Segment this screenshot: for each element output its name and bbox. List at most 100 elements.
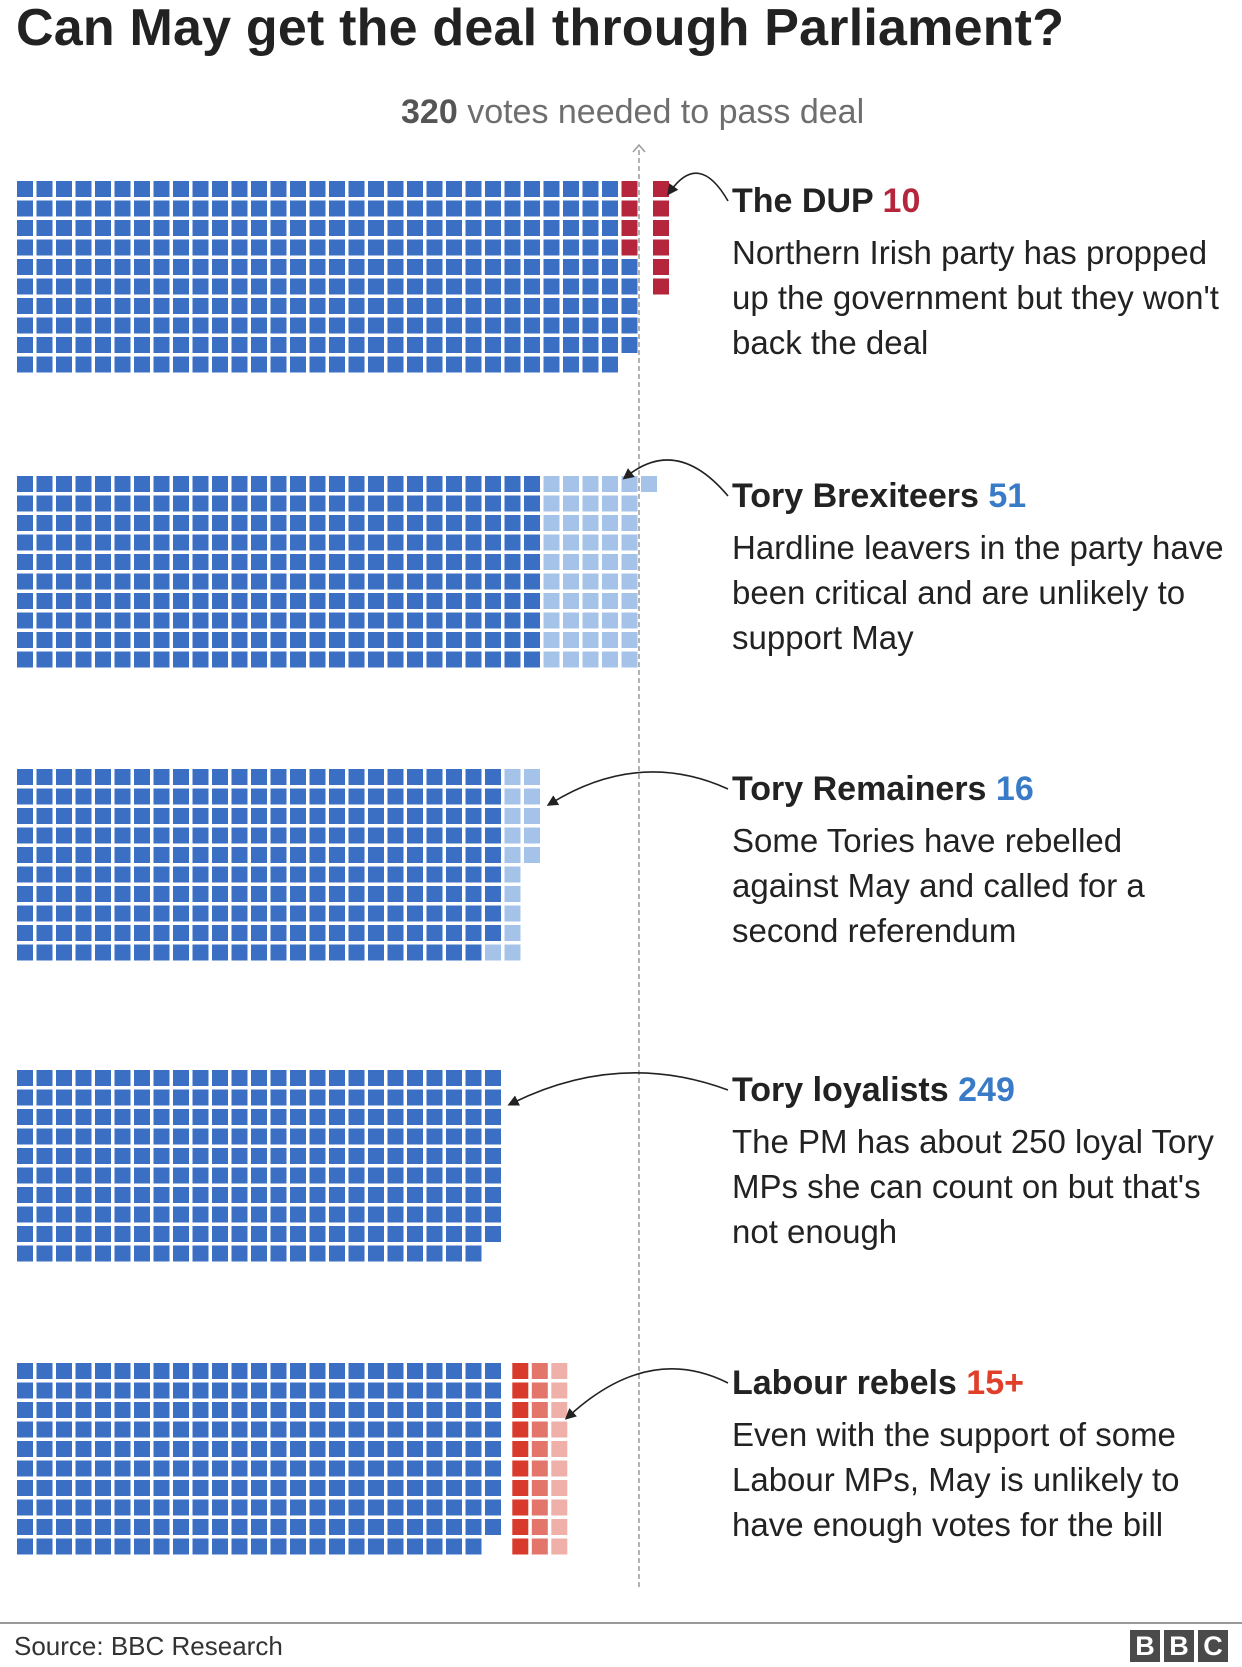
tory-seat-square [485, 476, 501, 492]
tory-seat-square [36, 632, 53, 648]
rebel-seat-square [602, 632, 618, 648]
tory-seat-square [153, 337, 170, 353]
tory-seat-square [309, 1148, 326, 1164]
tory-seat-square [368, 905, 384, 922]
tory-seat-square [36, 1382, 53, 1399]
labour-seat-square [531, 1363, 548, 1379]
tory-seat-square [173, 1402, 189, 1418]
tory-seat-square [251, 788, 267, 805]
tory-seat-square [270, 788, 287, 805]
tory-seat-square [446, 554, 462, 570]
tory-seat-square [368, 593, 384, 609]
tory-seat-square [192, 534, 209, 551]
tory-seat-square [524, 495, 540, 512]
tory-seat-square [75, 1421, 92, 1438]
tory-seat-square [485, 278, 501, 295]
tory-seat-square [192, 1187, 209, 1203]
tory-seat-square [95, 769, 111, 785]
tory-seat-square [173, 612, 189, 629]
labour-seat-square [551, 1499, 568, 1516]
tory-seat-square [17, 769, 33, 785]
tory-seat-square [446, 769, 462, 785]
labour-seat-square [531, 1480, 548, 1496]
tory-seat-square [36, 1245, 53, 1262]
tory-seat-square [407, 632, 423, 648]
rebel-seat-square [582, 515, 599, 531]
dup-seat-square [653, 278, 669, 295]
tory-seat-square [251, 827, 267, 844]
tory-seat-square [504, 554, 521, 570]
tory-seat-square [329, 476, 345, 492]
tory-seat-square [426, 317, 443, 334]
tory-seat-square [134, 1089, 150, 1106]
tory-seat-square [387, 1187, 404, 1203]
rebel-seat-square [563, 515, 579, 531]
tory-seat-square [368, 866, 384, 883]
tory-seat-square [212, 1421, 228, 1438]
tory-seat-square [95, 612, 111, 629]
tory-seat-square [485, 573, 501, 590]
tory-seat-square [95, 200, 111, 217]
tory-seat-square [212, 554, 228, 570]
tory-seat-square [192, 495, 209, 512]
tory-seat-square [75, 298, 92, 314]
tory-seat-square [348, 1519, 365, 1535]
labour-seat-square [551, 1441, 568, 1457]
tory-seat-square [368, 1363, 384, 1379]
tory-seat-square [387, 1128, 404, 1145]
tory-seat-square [602, 259, 618, 275]
tory-seat-square [212, 1460, 228, 1477]
tory-seat-square [387, 808, 404, 824]
tory-seat-square [387, 1538, 404, 1555]
labour-seat-square [551, 1382, 568, 1399]
chart-title: Can May get the deal through Parliament? [16, 0, 1065, 57]
tory-seat-square [192, 847, 209, 863]
tory-seat-square [446, 788, 462, 805]
tory-seat-square [153, 827, 170, 844]
tory-seat-square [387, 554, 404, 570]
tory-seat-square [348, 337, 365, 353]
tory-seat-square [348, 1187, 365, 1203]
tory-seat-square [95, 1070, 111, 1086]
tory-seat-square [192, 337, 209, 353]
tory-seat-square [134, 573, 150, 590]
tory-seat-square [231, 632, 248, 648]
tory-seat-square [348, 905, 365, 922]
tory-seat-square [251, 1499, 267, 1516]
tory-seat-square [426, 220, 443, 236]
tory-seat-square [36, 1089, 53, 1106]
rebel-seat-square [563, 495, 579, 512]
tory-seat-square [212, 905, 228, 922]
tory-seat-square [329, 1109, 345, 1125]
tory-seat-square [75, 554, 92, 570]
tory-seat-square [290, 1538, 306, 1555]
tory-seat-square [231, 220, 248, 236]
tory-seat-square [251, 298, 267, 314]
tory-seat-square [95, 1089, 111, 1106]
tory-seat-square [348, 220, 365, 236]
tory-seat-square [192, 1109, 209, 1125]
tory-seat-square [95, 1187, 111, 1203]
tory-seat-square [114, 612, 131, 629]
tory-seat-square [114, 259, 131, 275]
tory-seat-square [95, 808, 111, 824]
labour-seat-square [512, 1382, 529, 1399]
tory-seat-square [17, 239, 33, 256]
tory-seat-square [251, 1460, 267, 1477]
tory-seat-square [56, 534, 72, 551]
rebel-seat-square [602, 651, 618, 668]
tory-seat-square [387, 1109, 404, 1125]
tory-seat-square [75, 1089, 92, 1106]
tory-seat-square [348, 1070, 365, 1086]
tory-seat-square [465, 1480, 482, 1496]
dup-seat-square [621, 239, 638, 256]
tory-seat-square [270, 1167, 287, 1184]
tory-seat-square [36, 317, 53, 334]
tory-seat-square [387, 317, 404, 334]
tory-seat-square [173, 1070, 189, 1086]
tory-seat-square [504, 220, 521, 236]
tory-seat-square [465, 1519, 482, 1535]
tory-seat-square [290, 317, 306, 334]
tory-seat-square [368, 1206, 384, 1223]
tory-seat-square [134, 1206, 150, 1223]
